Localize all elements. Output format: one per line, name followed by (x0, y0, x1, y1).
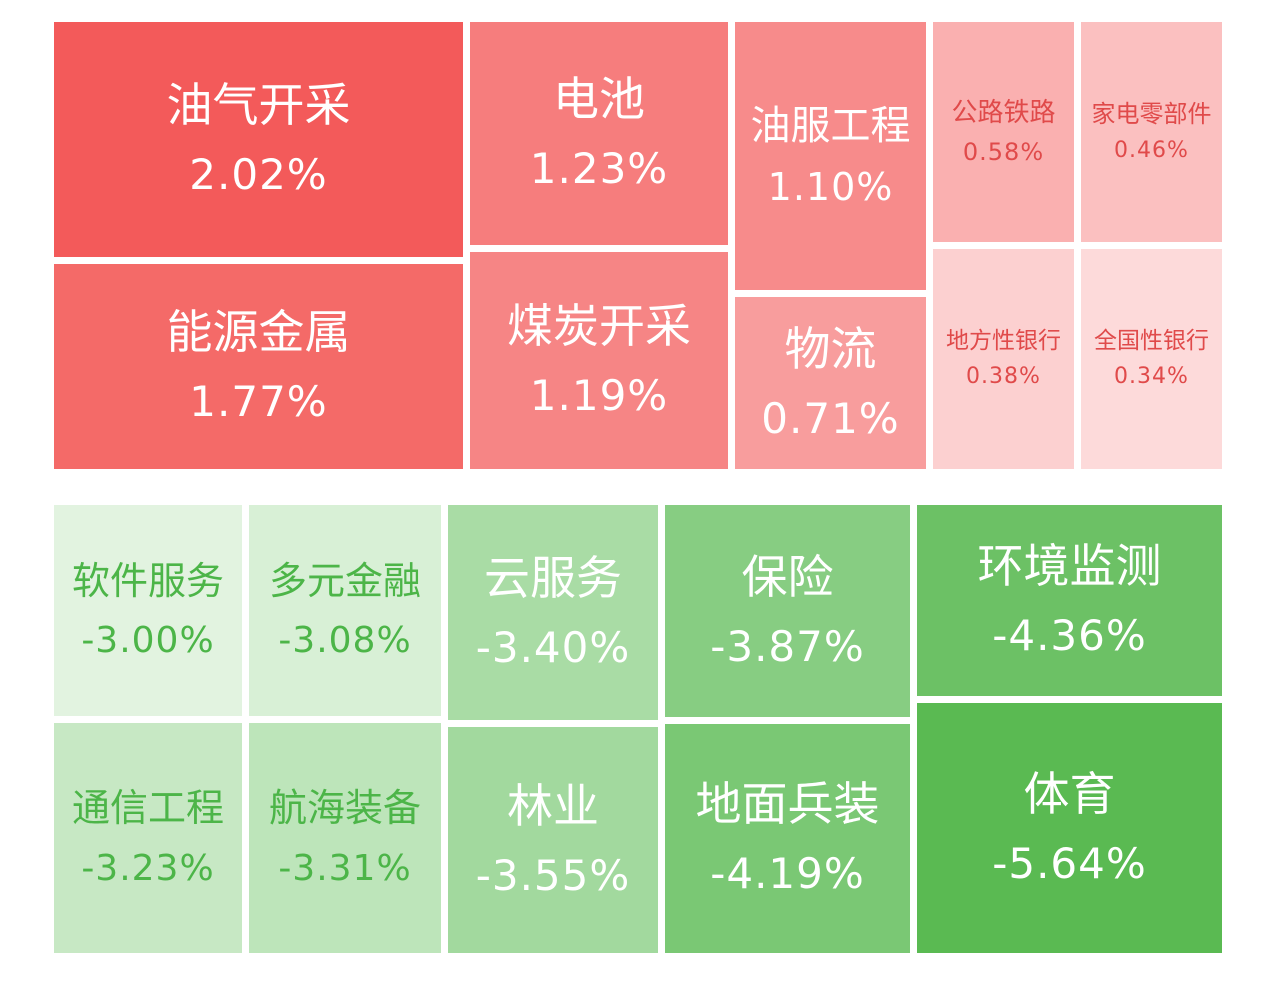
sector-name: 油服工程 (750, 102, 911, 149)
sector-change-label: 0.58% (962, 138, 1045, 167)
sector-tile[interactable]: 多元金融 -3.08% (249, 505, 441, 716)
sector-name: 地面兵装 (695, 777, 880, 832)
sector-change-label: 2.02% (189, 150, 328, 200)
sector-change-label: -3.87% (710, 621, 865, 671)
sector-name: 软件服务 (71, 558, 224, 603)
sector-name: 航海装备 (268, 786, 421, 831)
sector-change-label: 0.46% (1114, 138, 1189, 164)
sector-change-label: 1.23% (529, 144, 669, 194)
sector-change-label: -4.19% (710, 849, 865, 899)
sector-change-label: -3.31% (278, 847, 412, 889)
sector-change-label: 1.10% (767, 164, 894, 209)
sector-tile[interactable]: 软件服务 -3.00% (54, 505, 242, 716)
sector-name: 全国性银行 (1094, 328, 1209, 355)
sector-change-label: -3.00% (81, 620, 215, 662)
sector-tile[interactable]: 地方性银行 0.38% (933, 249, 1074, 469)
sector-change-label: -3.55% (475, 850, 631, 900)
sector-name: 通信工程 (71, 786, 224, 831)
sector-change-label: -3.23% (81, 847, 215, 889)
sector-name: 油气开采 (166, 78, 351, 133)
sector-tile[interactable]: 油服工程 1.10% (735, 22, 926, 290)
sector-change-label: 0.38% (966, 364, 1041, 390)
sector-tile[interactable]: 环境监测 -4.36% (917, 505, 1222, 696)
sector-change-label: -4.36% (992, 611, 1147, 661)
sector-change-label: -3.40% (475, 623, 631, 673)
sector-tile[interactable]: 能源金属 1.77% (54, 264, 463, 469)
sector-name: 家电零部件 (1091, 100, 1212, 129)
sector-change-label: -3.08% (278, 620, 412, 662)
sector-tile[interactable]: 全国性银行 0.34% (1081, 249, 1222, 469)
sector-tile[interactable]: 通信工程 -3.23% (54, 723, 242, 953)
sector-name: 保险 (741, 549, 834, 604)
sector-change-label: -5.64% (992, 838, 1147, 888)
sector-name: 林业 (507, 778, 599, 833)
sector-name: 云服务 (484, 551, 622, 606)
sector-tile[interactable]: 公路铁路 0.58% (933, 22, 1074, 242)
sector-tile[interactable]: 云服务 -3.40% (448, 505, 658, 720)
sector-tile[interactable]: 地面兵装 -4.19% (665, 724, 910, 953)
sector-name: 公路铁路 (951, 97, 1056, 128)
sector-tile[interactable]: 航海装备 -3.31% (249, 723, 441, 953)
sector-tile[interactable]: 保险 -3.87% (665, 505, 910, 717)
sector-name: 环境监测 (977, 539, 1162, 594)
sector-change-label: 0.71% (761, 393, 900, 443)
sector-tile[interactable]: 油气开采 2.02% (54, 22, 463, 257)
sector-name: 物流 (784, 321, 877, 376)
sector-name: 电池 (553, 72, 645, 127)
sector-name: 体育 (1023, 766, 1116, 821)
sector-name: 地方性银行 (946, 328, 1061, 355)
sector-tile[interactable]: 物流 0.71% (735, 297, 926, 469)
sector-tile[interactable]: 林业 -3.55% (448, 727, 658, 953)
sector-name: 煤炭开采 (507, 299, 691, 354)
sector-tile[interactable]: 煤炭开采 1.19% (470, 252, 728, 469)
sector-name: 能源金属 (166, 305, 351, 360)
sector-tile[interactable]: 体育 -5.64% (917, 703, 1222, 953)
sector-tile[interactable]: 家电零部件 0.46% (1081, 22, 1222, 242)
sector-tile[interactable]: 电池 1.23% (470, 22, 728, 245)
sector-name: 多元金融 (268, 558, 421, 603)
sector-change-label: 0.34% (1114, 364, 1189, 390)
sector-change-label: 1.77% (189, 377, 328, 427)
sector-change-label: 1.19% (529, 371, 669, 421)
